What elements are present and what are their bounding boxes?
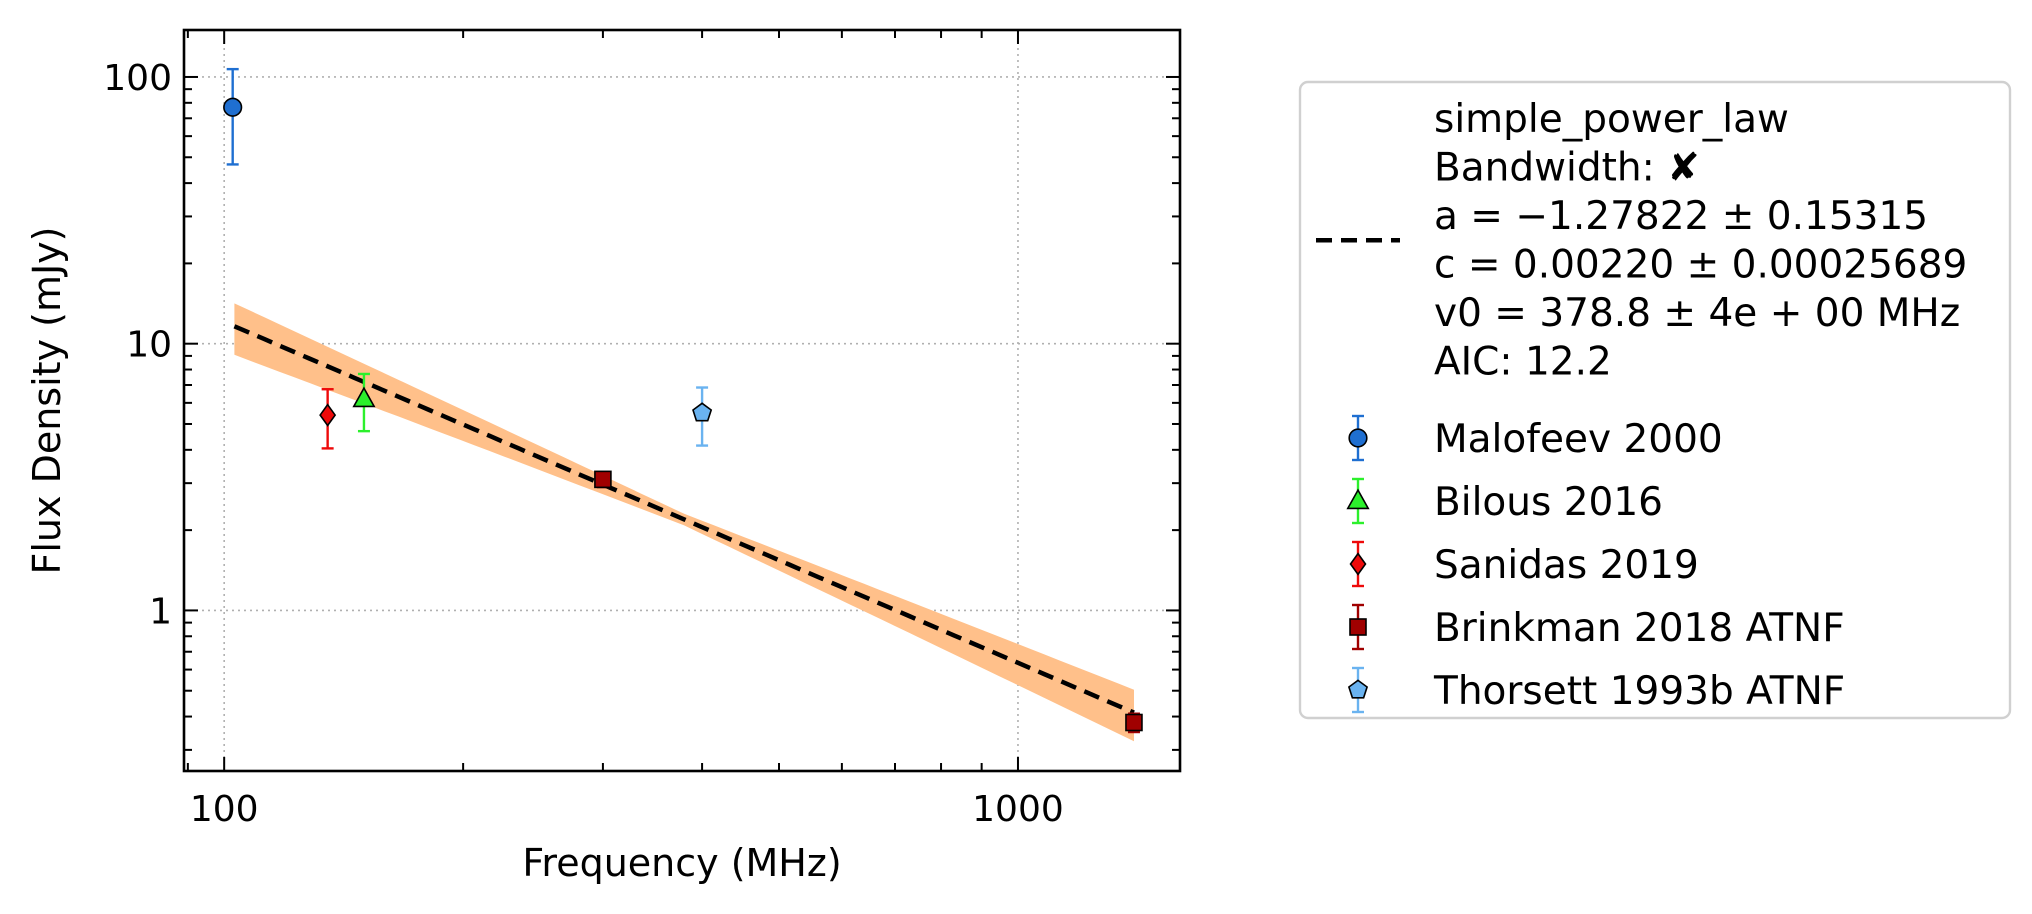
x-tick-label: 100 (190, 789, 259, 830)
y-tick-label: 10 (126, 325, 172, 366)
legend-marker-malofeev-2000 (1348, 428, 1368, 448)
data-point-thorsett-1993b-atnf (692, 402, 713, 422)
legend-marker-thorsett-1993b-atnf (1347, 679, 1369, 699)
grid-lines (184, 30, 1180, 771)
x-tick-label: 1000 (972, 789, 1064, 830)
legend-fit-line-3: c = 0.00220 ± 0.00025689 (1434, 243, 1967, 288)
data-point-brinkman-2018-atnf (1125, 713, 1143, 732)
y-tick-label: 100 (103, 58, 172, 99)
fit-line (233, 324, 1135, 715)
legend-label-thorsett-1993b-atnf: Thorsett 1993b ATNF (1433, 669, 1845, 714)
data-point-brinkman-2018-atnf (594, 470, 612, 489)
plot-frame (182, 28, 1182, 773)
legend-fit-line-0: simple_power_law (1434, 97, 1789, 142)
data-point-sanidas-2019 (319, 403, 337, 427)
legend-marker-bilous-2016 (1346, 488, 1370, 510)
x-axis-label: Frequency (MHz) (522, 841, 841, 885)
legend-label-brinkman-2018-atnf: Brinkman 2018 ATNF (1434, 606, 1845, 651)
legend-label-bilous-2016: Bilous 2016 (1434, 480, 1663, 525)
data-point-malofeev-2000 (223, 97, 243, 117)
fit-uncertainty-band (234, 303, 1134, 742)
fit-band (234, 303, 1134, 742)
legend-fit-line-1: Bandwidth: ✘ (1434, 146, 1700, 191)
axes: 100 1000 1 10 100 (103, 28, 1182, 830)
legend-marker-brinkman-2018-atnf (1349, 618, 1367, 636)
legend-box (1298, 80, 2012, 720)
fit-dashed-line (233, 324, 1135, 715)
y-tick-label: 1 (149, 591, 172, 632)
legend-label-sanidas-2019: Sanidas 2019 (1434, 543, 1699, 588)
data-point-bilous-2016 (352, 386, 376, 408)
legend-fit-line-2: a = −1.27822 ± 0.15315 (1434, 194, 1928, 239)
data-points (223, 67, 1143, 734)
legend-label-malofeev-2000: Malofeev 2000 (1434, 417, 1723, 462)
legend-fit-line-4: v0 = 378.8 ± 4e + 00 MHz (1434, 291, 1960, 336)
legend-marker-sanidas-2019 (1349, 552, 1367, 576)
legend-fit-line-5: AIC: 12.2 (1434, 340, 1612, 385)
y-axis-label: Flux Density (mJy) (25, 227, 69, 575)
